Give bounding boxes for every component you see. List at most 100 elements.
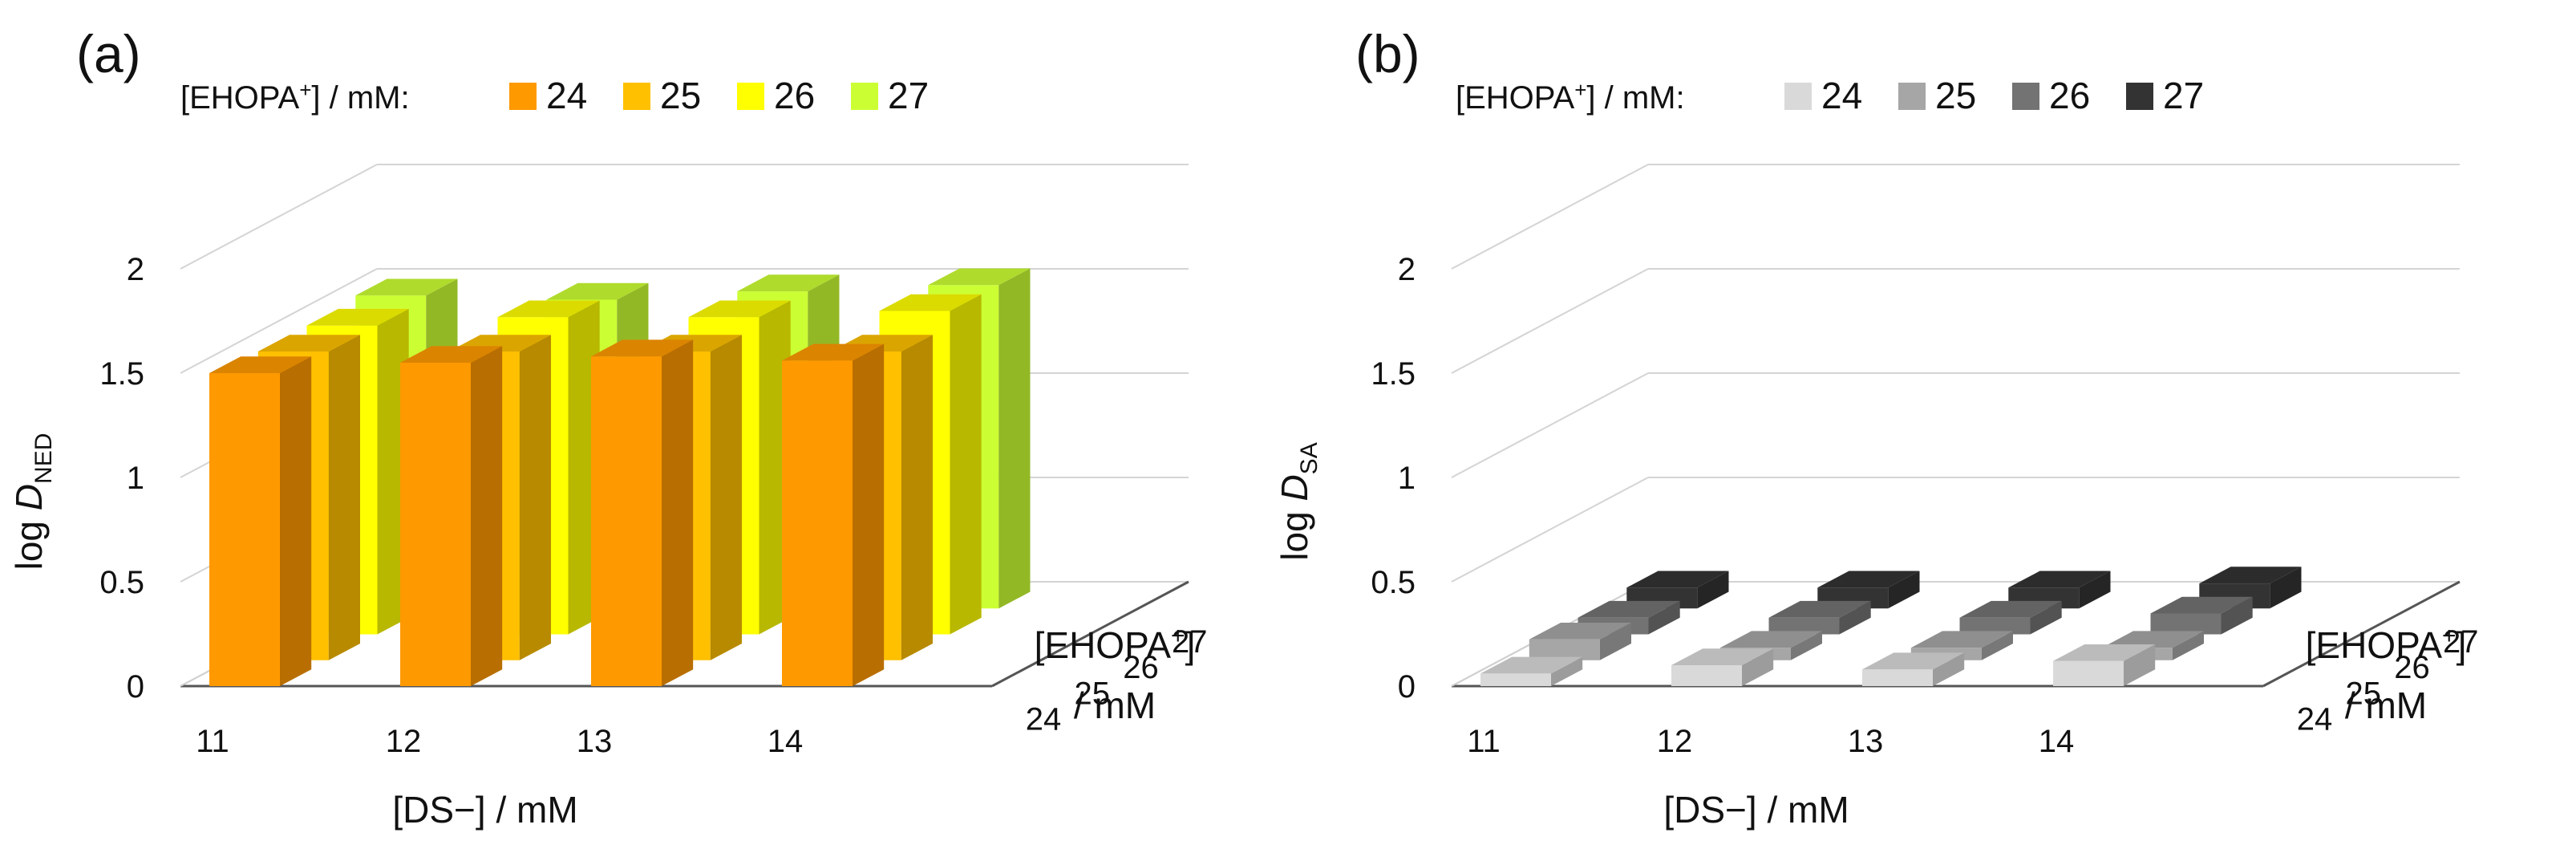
depth-tick-label: 27 (2443, 624, 2479, 660)
legend-title-main: [EHOPA (1456, 80, 1575, 116)
depth-axis-title: [EHOPA+] (1035, 623, 1196, 666)
depth-title-main: [EHOPA (2306, 624, 2443, 666)
legend-title-sup: + (299, 78, 311, 102)
bar-top-face (306, 308, 409, 326)
legend-label-26: 26 (2049, 75, 2090, 116)
bar-side-face (1981, 631, 2013, 660)
bar-top-face (1768, 600, 1871, 618)
gridline-side (180, 268, 378, 374)
legend-label-25: 25 (660, 75, 701, 116)
bar-26-12 (1768, 600, 1871, 635)
bar-front-face (1768, 617, 1840, 635)
legend-swatch-25 (1898, 83, 1926, 110)
chart-panel-1: 0 0.5 1 1.5 2 11 12 13 14 24 25 26 27 [DS−] / mM [EHOP… (1274, 24, 2479, 831)
depth-title-sup: + (2442, 623, 2457, 649)
bar-side-face (2124, 644, 2156, 686)
bar-top-face (257, 335, 360, 351)
z-tick-label: 2 (127, 252, 144, 287)
legend-title-sup: + (1574, 78, 1586, 102)
bar-front-face (591, 356, 662, 686)
bar-front-face (209, 373, 280, 686)
depth-title-sup: + (1171, 623, 1185, 649)
bar-front-face (1529, 639, 1600, 660)
legend-title-rest: ] / mM: (311, 80, 409, 116)
depth-axis-line (991, 580, 1189, 688)
gridline-side (1451, 477, 1649, 583)
bar-26-13 (1959, 600, 2062, 635)
chart-panel-0: 0 0.5 1 1.5 2 11 12 13 14 24 25 26 27 [DS−] / mM [EHOP… (8, 24, 1208, 831)
bar-top-face (1910, 631, 2013, 648)
bar-side-face (710, 335, 742, 660)
bar-side-face (950, 294, 982, 635)
bar-top-face (1719, 631, 1822, 648)
bar-side-face (328, 335, 360, 660)
bar-side-face (1933, 652, 1965, 686)
legend-swatch-27 (2126, 83, 2153, 110)
bar-top-face (2101, 631, 2204, 648)
bar-side-face (2172, 631, 2204, 660)
depth-tick-label: 24 (1026, 702, 1062, 737)
bar-24-13 (591, 339, 694, 686)
depth-axis-line (2262, 580, 2461, 688)
bar-top-face (782, 343, 885, 361)
z-tick-label: 0 (1398, 669, 1416, 705)
legend: [EHOPA+] / mM: 24 25 26 27 (1456, 75, 2204, 116)
x-axis-title: [DS−] / mM (392, 789, 577, 831)
z-tick-label: 0.5 (99, 565, 144, 600)
x-tick-label: 11 (196, 724, 229, 759)
bar-side-face (662, 339, 694, 686)
panel-label: (b) (1355, 24, 1420, 83)
bar-top-face (1671, 648, 1774, 665)
bar-top-face (2199, 567, 2302, 584)
x-tick-label: 14 (768, 724, 804, 759)
bar-24-11 (1480, 656, 1583, 686)
depth-title-main: [EHOPA (1035, 624, 1172, 666)
legend-title-rest: ] / mM: (1586, 80, 1684, 116)
depth-tick-label: 27 (1172, 624, 1208, 660)
z-tick-label: 0.5 (1371, 565, 1416, 600)
bar-top-face (355, 278, 458, 296)
bar-side-face (2270, 567, 2302, 609)
bar-24-13 (1862, 652, 1965, 686)
bar-top-face (1862, 652, 1965, 670)
depth-title-bracket: ] (1185, 624, 1196, 666)
x-tick-label: 11 (1467, 724, 1501, 759)
legend-swatch-24 (509, 83, 537, 110)
bar-top-face (879, 294, 982, 311)
x-tick-label: 13 (1848, 724, 1884, 759)
bar-front-face (2053, 660, 2124, 686)
gridline-side (180, 164, 378, 270)
bar-top-face (2053, 644, 2156, 661)
bar-top-face (591, 339, 694, 357)
bar-top-face (546, 282, 649, 300)
bar-top-face (497, 300, 600, 318)
bar-24-11 (209, 356, 312, 686)
z-tick-label: 1 (127, 461, 144, 496)
bar-side-face (2221, 596, 2253, 635)
bar-24-12 (400, 346, 503, 686)
bar-24-14 (2053, 644, 2156, 686)
bar-side-face (1551, 656, 1583, 686)
z-tick-label: 2 (1398, 252, 1416, 287)
bar-side-face (519, 335, 551, 660)
z-title-sub: SA (1296, 442, 1322, 474)
x-tick-label: 12 (1657, 724, 1693, 759)
gridline-side (1451, 164, 1649, 270)
bar-top-face (1480, 656, 1583, 674)
bar-top-face (1959, 600, 2062, 618)
legend-title-main: [EHOPA (180, 80, 300, 116)
bar-side-face (1599, 623, 1631, 660)
z-tick-label: 1.5 (99, 356, 144, 392)
bar-side-face (1742, 648, 1774, 686)
x-tick-label: 14 (2039, 724, 2075, 759)
x-tick-label: 12 (386, 724, 422, 759)
legend-swatch-26 (2012, 83, 2039, 110)
bar-front-face (1671, 665, 1742, 686)
legend-label-24: 24 (1821, 75, 1862, 116)
z-tick-label: 1 (1398, 461, 1416, 496)
depth-tick-label: 24 (2297, 702, 2333, 737)
bar-top-face (2150, 596, 2253, 614)
bar-side-face (853, 343, 885, 686)
bar-top-face (688, 300, 791, 318)
bar-side-face (1839, 600, 1871, 635)
